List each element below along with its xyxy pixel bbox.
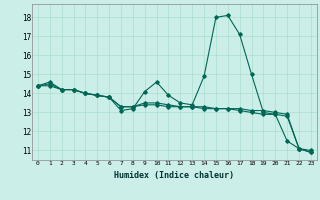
X-axis label: Humidex (Indice chaleur): Humidex (Indice chaleur) [115, 171, 234, 180]
